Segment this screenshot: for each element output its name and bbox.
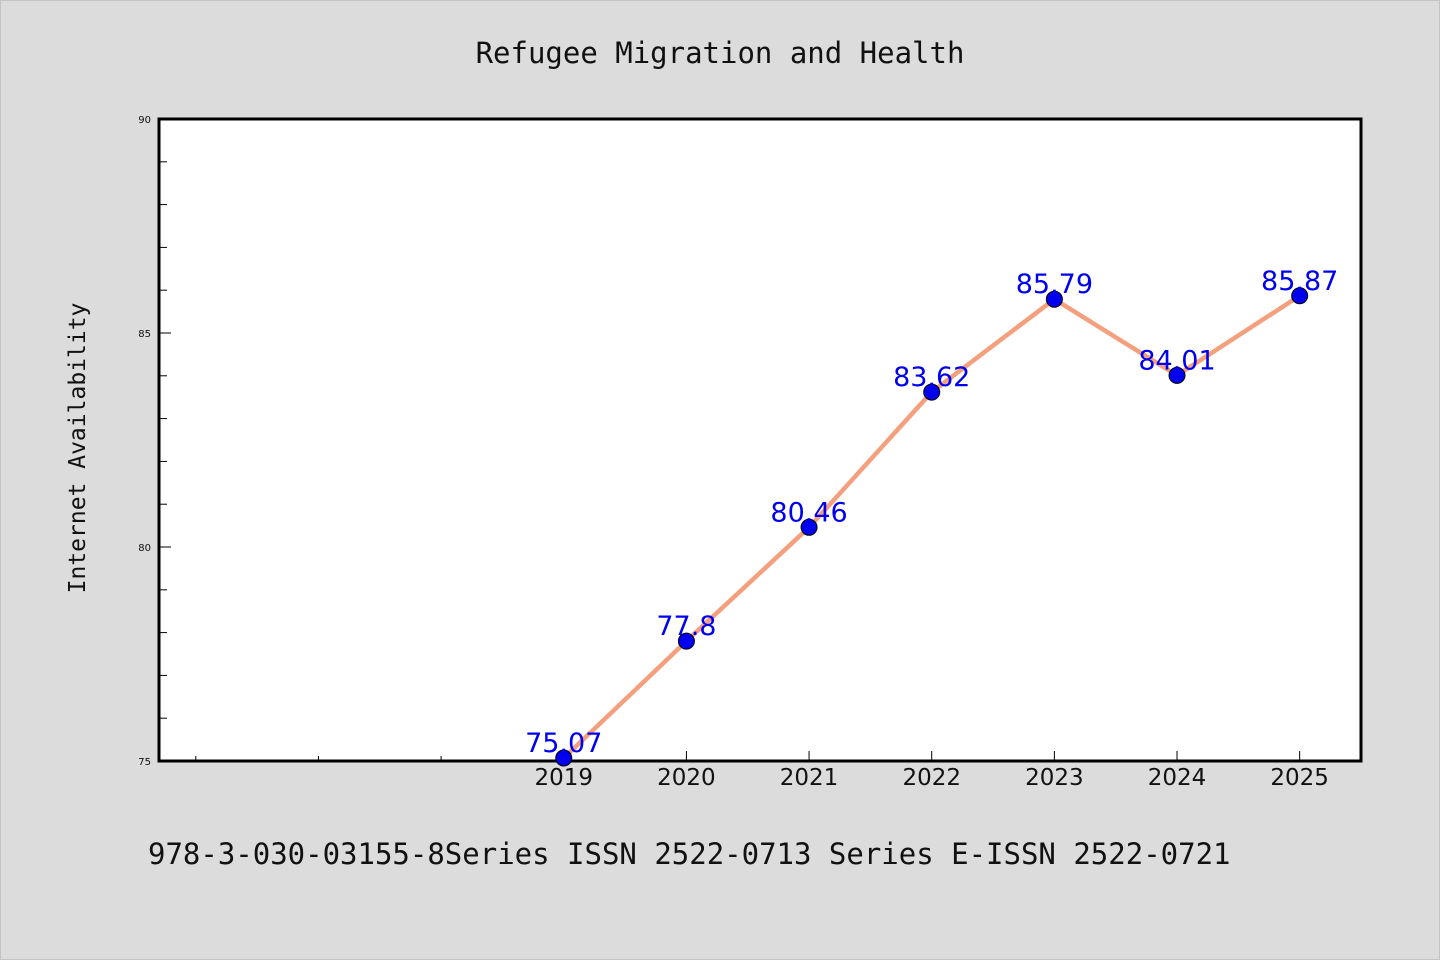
x-tick-label: 2023 [1025,765,1084,791]
data-point [1168,366,1186,384]
series-group: 75.07 77.8 80.46 83.62 85.79 84.01 85.87 [525,266,1338,767]
data-label: 85.87 [1261,266,1338,297]
x-axis: 2019 2020 2021 2022 2023 2024 2025 [195,751,1329,791]
data-point [923,383,941,401]
y-tick-label: 75 [138,757,151,768]
y-tick-label: 85 [138,329,151,340]
data-label: 80.46 [770,497,847,528]
y-axis: 75 80 85 90 [138,115,171,768]
chart-title: Refugee Migration and Health [476,36,965,70]
data-point [677,632,695,650]
x-tick-label: 2020 [657,765,716,791]
x-tick-label: 2021 [780,765,839,791]
data-point [1291,287,1309,305]
plot-area [157,117,1363,763]
footer-isbn-issn: 978-3-030-03155-8Series ISSN 2522-0713 S… [148,837,1231,871]
x-tick-label: 2019 [534,765,593,791]
x-tick-label: 2022 [902,765,961,791]
data-point [555,749,573,767]
y-tick-label: 90 [138,115,151,126]
x-tick-label: 2025 [1270,765,1329,791]
data-point [800,518,818,536]
y-tick-label: 80 [138,543,151,554]
data-label: 84.01 [1138,345,1215,376]
x-tick-label: 2024 [1148,765,1207,791]
data-label: 85.79 [1016,269,1093,300]
data-label: 75.07 [525,728,602,759]
data-label: 77.8 [656,611,716,642]
data-point [1045,290,1063,308]
y-axis-label: Internet Availability [65,303,91,594]
data-label: 83.62 [893,362,970,393]
